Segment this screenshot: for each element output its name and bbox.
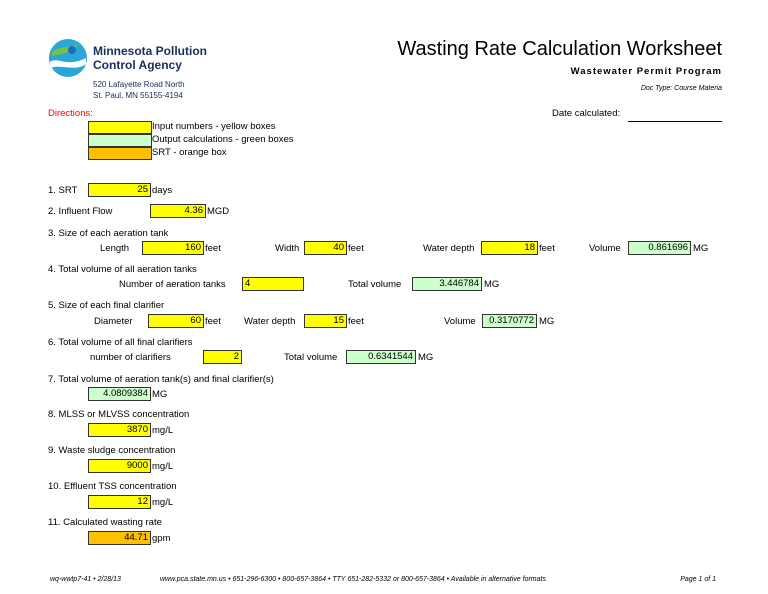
footer-doc-id: wq-wwtp7-41 • 2/28/13 — [50, 576, 121, 583]
clarifier-depth-unit: feet — [348, 316, 364, 328]
influent-flow-input[interactable]: 4.36 — [150, 204, 206, 218]
mlss-label: 8. MLSS or MLVSS concentration — [48, 409, 189, 421]
total-clarifier-volume-label: 6. Total volume of all final clarifiers — [48, 337, 193, 349]
mlss-input[interactable]: 3870 — [88, 423, 151, 437]
page-title: Wasting Rate Calculation Worksheet — [397, 38, 722, 61]
total-clarifier-volume-output: 0.6341544 — [346, 350, 416, 364]
length-input[interactable]: 160 — [142, 241, 204, 255]
num-aeration-tanks-label: Number of aeration tanks — [119, 279, 226, 291]
directions-label: Directions: — [48, 108, 93, 120]
num-clarifiers-input[interactable]: 2 — [203, 350, 242, 364]
diameter-input[interactable]: 60 — [148, 314, 204, 328]
clarifier-depth-label: Water depth — [244, 316, 295, 328]
width-unit: feet — [348, 243, 364, 255]
legend-output-swatch — [88, 134, 152, 147]
total-aeration-volume-label: 4. Total volume of all aeration tanks — [48, 264, 197, 276]
wasting-rate-unit: gpm — [152, 533, 170, 545]
diameter-label: Diameter — [94, 316, 133, 328]
waste-sludge-label: 9. Waste sludge concentration — [48, 445, 175, 457]
volume-label: Volume — [589, 243, 621, 255]
total-aeration-volume-output: 3.446784 — [412, 277, 482, 291]
num-aeration-tanks-input[interactable]: 4 — [242, 277, 304, 291]
total-clarifier-volume-unit: MG — [418, 352, 433, 364]
date-calculated-field[interactable] — [628, 108, 722, 122]
mpca-logo-icon — [48, 38, 88, 78]
wasting-rate-label: 11. Calculated wasting rate — [48, 517, 162, 529]
clarifier-depth-input[interactable]: 15 — [304, 314, 347, 328]
effluent-tss-input[interactable]: 12 — [88, 495, 151, 509]
address-line1: 520 Lafayette Road North — [93, 79, 185, 90]
diameter-unit: feet — [205, 316, 221, 328]
aeration-tank-size-label: 3. Size of each aeration tank — [48, 228, 168, 240]
num-clarifiers-label: number of clarifiers — [90, 352, 171, 364]
length-unit: feet — [205, 243, 221, 255]
srt-unit: days — [152, 185, 172, 197]
footer-contact: www.pca.state.mn.us • 651-296-6300 • 800… — [160, 576, 546, 583]
width-input[interactable]: 40 — [304, 241, 347, 255]
water-depth-label: Water depth — [423, 243, 474, 255]
total-system-volume-output: 4.0809384 — [88, 387, 151, 401]
waste-sludge-unit: mg/L — [152, 461, 173, 473]
width-label: Width — [275, 243, 299, 255]
wasting-rate-output: 44.71 — [88, 531, 151, 545]
clarifier-volume-unit: MG — [539, 316, 554, 328]
doc-type: Doc Type: Course Materia — [641, 85, 722, 92]
date-calculated-label: Date calculated: — [552, 108, 620, 120]
water-depth-input[interactable]: 18 — [481, 241, 538, 255]
clarifier-total-volume-label: Total volume — [284, 352, 337, 364]
aeration-volume-output: 0.861696 — [628, 241, 691, 255]
length-label: Length — [100, 243, 129, 255]
org-name-line2: Control Agency — [93, 58, 182, 72]
effluent-tss-unit: mg/L — [152, 497, 173, 509]
srt-input[interactable]: 25 — [88, 183, 151, 197]
aeration-volume-unit: MG — [693, 243, 708, 255]
org-name-line1: Minnesota Pollution — [93, 44, 207, 58]
final-clarifier-size-label: 5. Size of each final clarifier — [48, 300, 164, 312]
legend-input-text: Input numbers - yellow boxes — [152, 121, 276, 133]
footer-page-number: Page 1 of 1 — [680, 576, 716, 583]
srt-label: 1. SRT — [48, 185, 77, 197]
influent-flow-unit: MGD — [207, 206, 229, 218]
waste-sludge-input[interactable]: 9000 — [88, 459, 151, 473]
legend-input-swatch — [88, 121, 152, 134]
clarifier-volume-output: 0.3170772 — [482, 314, 537, 328]
legend-srt-swatch — [88, 147, 152, 160]
total-volume-label: Total volume — [348, 279, 401, 291]
total-aeration-volume-unit: MG — [484, 279, 499, 291]
total-system-volume-label: 7. Total volume of aeration tank(s) and … — [48, 374, 274, 386]
water-depth-unit: feet — [539, 243, 555, 255]
influent-flow-label: 2. Influent Flow — [48, 206, 112, 218]
clarifier-volume-label: Volume — [444, 316, 476, 328]
effluent-tss-label: 10. Effluent TSS concentration — [48, 481, 177, 493]
legend-srt-text: SRT - orange box — [152, 147, 227, 159]
program-subtitle: Wastewater Permit Program — [571, 66, 722, 77]
address-line2: St. Paul, MN 55155-4194 — [93, 90, 183, 101]
mlss-unit: mg/L — [152, 425, 173, 437]
total-system-volume-unit: MG — [152, 389, 167, 401]
legend-output-text: Output calculations - green boxes — [152, 134, 294, 146]
